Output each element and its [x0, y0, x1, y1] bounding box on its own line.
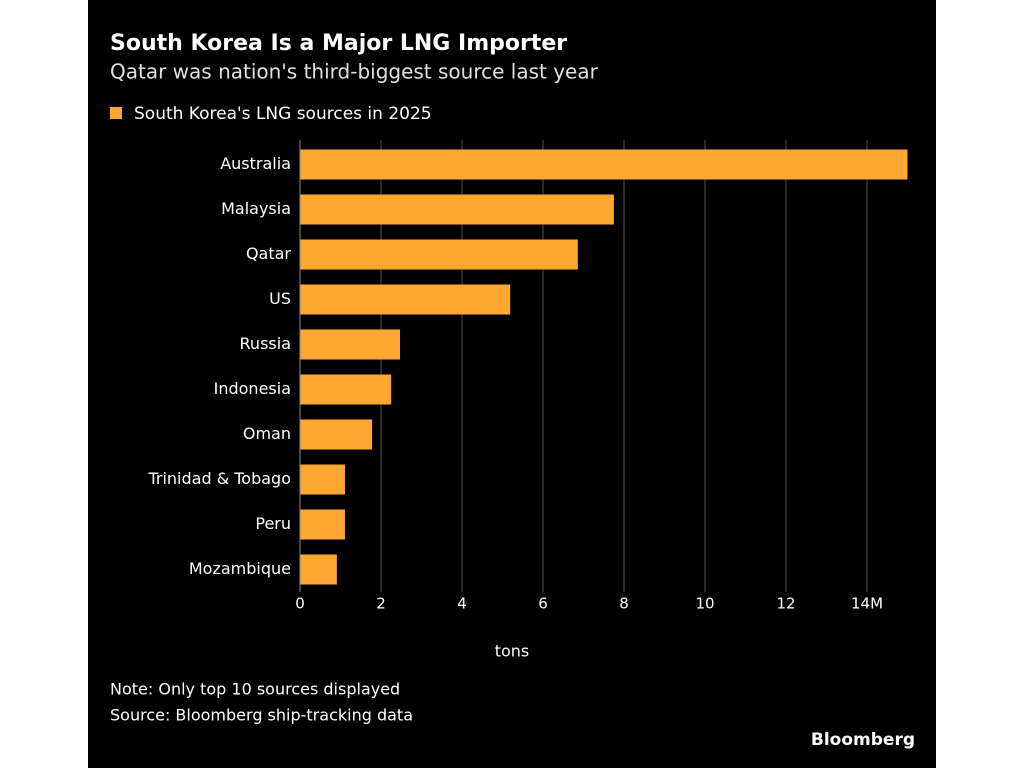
x-tick-label: 12: [776, 595, 795, 613]
chart-title: South Korea Is a Major LNG Importer: [110, 31, 567, 56]
legend-swatch: [110, 107, 122, 119]
y-tick-label: Russia: [240, 334, 291, 353]
panel: [88, 0, 936, 768]
y-tick-label: US: [269, 289, 291, 308]
x-tick-label: 2: [376, 595, 386, 613]
note: Note: Only top 10 sources displayed: [110, 680, 400, 699]
bar: [300, 329, 401, 360]
source: Source: Bloomberg ship-tracking data: [110, 706, 413, 725]
bar: [300, 239, 578, 270]
bar: [300, 464, 345, 495]
y-tick-label: Oman: [243, 424, 291, 443]
y-tick-label: Mozambique: [189, 559, 291, 578]
y-tick-label: Peru: [255, 514, 291, 533]
x-axis-label: tons: [495, 642, 530, 661]
y-tick-label: Malaysia: [221, 199, 291, 218]
bar: [300, 419, 373, 450]
bar: [300, 374, 392, 405]
y-tick-label: Trinidad & Tobago: [147, 469, 291, 488]
x-tick-label: 4: [457, 595, 467, 613]
bar: [300, 554, 337, 585]
legend-label: South Korea's LNG sources in 2025: [134, 104, 432, 124]
x-tick-label: 6: [538, 595, 548, 613]
x-tick-label: 0: [295, 595, 305, 613]
bar: [300, 194, 614, 225]
bar: [300, 509, 345, 540]
x-tick-label: 10: [695, 595, 714, 613]
y-tick-label: Qatar: [246, 244, 291, 263]
y-tick-label: Indonesia: [214, 379, 291, 398]
bar: [300, 149, 908, 180]
bar: [300, 284, 511, 315]
x-tick-label: 8: [619, 595, 629, 613]
y-tick-label: Australia: [220, 154, 291, 173]
x-tick-label: 14M: [851, 595, 883, 613]
brand: Bloomberg: [811, 730, 915, 750]
chart-subtitle: Qatar was nation's third-biggest source …: [110, 60, 599, 84]
